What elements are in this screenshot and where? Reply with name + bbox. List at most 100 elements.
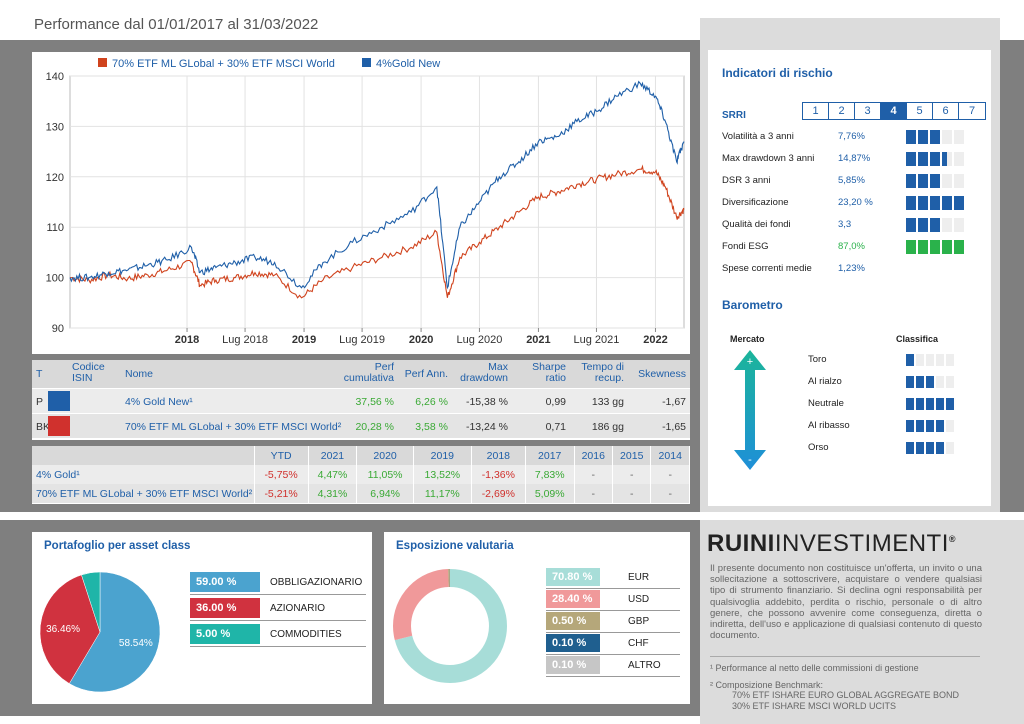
currency-legend-row: 0.50 % GBP: [546, 612, 680, 633]
legend-underline: [190, 646, 366, 647]
yearly-cell: -: [574, 465, 614, 484]
risk-row: Volatilità a 3 anni 7,76%: [722, 130, 982, 144]
level-cell: [906, 442, 914, 454]
x-tick-label: Lug 2021: [574, 334, 620, 346]
brand-bold: RUINI: [707, 530, 775, 557]
level-cell: [930, 130, 940, 144]
level-cell: [930, 196, 940, 210]
yearly-cell: -: [650, 465, 690, 484]
level-cell: [936, 442, 944, 454]
currency-legend-row: 0.10 % ALTRO: [546, 656, 680, 677]
color-swatch: [48, 416, 70, 436]
currency-name: GBP: [628, 616, 650, 627]
barometro-label: Toro: [808, 354, 827, 365]
asset-name: OBBLIGAZIONARIO: [270, 577, 363, 588]
legend-swatch: [98, 58, 107, 67]
risk-value: 5,85%: [838, 175, 865, 186]
level-bars: [906, 420, 954, 432]
level-cell: [916, 420, 924, 432]
level-cell: [930, 218, 940, 232]
level-bars: [906, 174, 964, 188]
row-sharpe: 0,71: [545, 421, 566, 433]
y-tick-label: 140: [46, 71, 64, 83]
footnotes: ¹ Performance al netto delle commissioni…: [710, 656, 1010, 711]
pie-slice-label: 58.54%: [119, 638, 153, 649]
yearly-cell: 13,52%: [413, 465, 472, 484]
legend-underline: [546, 654, 680, 655]
level-cell: [930, 174, 940, 188]
srri-box: 2: [829, 103, 855, 119]
risk-value: 3,3: [838, 219, 852, 230]
donut-slice: [393, 569, 507, 683]
currency-name: CHF: [628, 638, 649, 649]
level-cell: [926, 376, 934, 388]
level-cell: [936, 354, 944, 366]
table-row: P 4% Gold New¹ 37,56 % 6,26 % -15,38 % 0…: [32, 388, 690, 413]
legend-underline: [546, 588, 680, 589]
table-row: BK 70% ETF ML GLobal + 30% ETF MSCI Worl…: [32, 413, 690, 438]
row-tempo: 133 gg: [591, 396, 624, 408]
barometro-label: Neutrale: [808, 398, 844, 409]
mercato-label: Mercato: [730, 334, 765, 344]
row-perf-ann: 3,58 %: [415, 421, 448, 433]
pie-slice: [39, 574, 101, 684]
col-nome: Nome: [125, 368, 154, 380]
level-cell: [942, 196, 952, 210]
srri-box: 5: [907, 103, 933, 119]
row-perf-cum: 37,56 %: [355, 396, 394, 408]
asset-pct: 5.00 %: [190, 624, 260, 644]
yearly-header-empty: [32, 446, 255, 465]
yearly-header: 2014: [650, 446, 690, 465]
asset-pie-chart: 58.54% 36.46%: [39, 571, 161, 693]
row-name: 70% ETF ML GLobal + 30% ETF MSCI World²: [125, 421, 342, 433]
level-cell: [954, 130, 964, 144]
pie-slice-label: 36.46%: [46, 624, 80, 635]
level-bars: [906, 398, 954, 410]
yearly-cell: -1,36%: [471, 465, 526, 484]
level-cell: [954, 218, 964, 232]
level-cell: [906, 174, 916, 188]
level-cell: [918, 174, 928, 188]
table-row: 70% ETF ML GLobal + 30% ETF MSCI World² …: [32, 484, 690, 503]
row-perf-cum: 20,28 %: [355, 421, 394, 433]
x-tick-label: Lug 2018: [222, 334, 268, 346]
table-row: 4% Gold¹ -5,75% 4,47% 11,05% 13,52% -1,3…: [32, 465, 690, 484]
barometro-label: Al rialzo: [808, 376, 842, 387]
barometro-row: Toro: [808, 354, 978, 366]
level-cell: [906, 354, 914, 366]
row-tempo: 186 gg: [591, 421, 624, 433]
barometro-row: Orso: [808, 442, 978, 454]
yearly-header-row: YTD 2021 2020 2019 2018 2017 2016 2015 2…: [32, 446, 690, 465]
yearly-cell: -: [612, 465, 652, 484]
benchmark-line-2: 30% ETF ISHARE MSCI WORLD UCITS: [732, 700, 897, 711]
asset-legend-row: 5.00 % COMMODITIES: [190, 624, 366, 647]
risk-label: Spese correnti medie: [722, 263, 812, 274]
level-cell: [946, 442, 954, 454]
barometro-row: Al rialzo: [808, 376, 978, 388]
level-cell: [954, 196, 964, 210]
col-skew: Skewness: [638, 368, 686, 380]
level-cell: [918, 152, 928, 166]
level-cell: [918, 218, 928, 232]
minus-sign: -: [748, 454, 752, 466]
asset-pct: 36.00 %: [190, 598, 260, 618]
pie-slice: [81, 571, 101, 633]
level-cell: [926, 398, 934, 410]
yearly-cell: 4,31%: [308, 484, 358, 503]
footnote-1: ¹ Performance al netto delle commissioni…: [710, 663, 919, 673]
level-cell: [936, 398, 944, 410]
currency-pct: 28.40 %: [546, 590, 600, 608]
risk-row: Diversificazione 23,20 %: [722, 196, 982, 210]
benchmark-line-1: 70% ETF ISHARE EURO GLOBAL AGGREGATE BON…: [732, 690, 960, 700]
level-cell: [906, 130, 916, 144]
col-t: T: [36, 368, 43, 380]
asset-class-title: Portafoglio per asset class: [44, 540, 191, 552]
yearly-header: 2017: [525, 446, 575, 465]
level-cell: [916, 398, 924, 410]
legend-underline: [546, 610, 680, 611]
level-cell: [916, 376, 924, 388]
performance-chart-svg: 90 100 110 120 130 140 2018 Lug 2018 2019 Lug 201…: [46, 58, 685, 346]
level-cell: [926, 354, 934, 366]
level-bars: [906, 442, 954, 454]
level-cell: [946, 420, 954, 432]
